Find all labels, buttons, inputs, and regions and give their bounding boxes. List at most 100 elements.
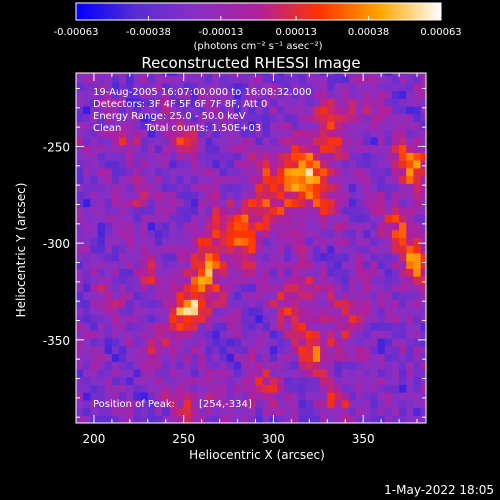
heatmap-cell bbox=[348, 129, 357, 138]
heatmap-cell bbox=[284, 392, 292, 401]
heatmap-cell bbox=[420, 399, 426, 409]
heatmap-cell bbox=[169, 237, 178, 246]
heatmap-cell bbox=[320, 245, 328, 254]
heatmap-cell bbox=[162, 90, 170, 99]
heatmap-cell bbox=[406, 399, 415, 409]
heatmap-cell bbox=[205, 152, 214, 161]
heatmap-cell bbox=[219, 399, 228, 409]
heatmap-cell bbox=[190, 330, 199, 339]
heatmap-cell bbox=[269, 214, 278, 223]
heatmap-cell bbox=[413, 98, 422, 107]
heatmap-cell bbox=[205, 337, 214, 347]
heatmap-cell bbox=[334, 399, 343, 409]
heatmap-cell bbox=[370, 330, 379, 339]
heatmap-cell bbox=[262, 144, 271, 153]
heatmap-cell bbox=[133, 353, 142, 362]
heatmap-cell bbox=[391, 399, 400, 409]
heatmap-cell bbox=[277, 105, 285, 115]
heatmap-cell bbox=[226, 337, 235, 347]
heatmap-cell bbox=[241, 291, 249, 300]
heatmap-cell bbox=[384, 152, 393, 161]
heatmap-cell bbox=[370, 214, 379, 223]
heatmap-cell bbox=[356, 160, 364, 169]
heatmap-cell bbox=[277, 368, 285, 378]
heatmap-cell bbox=[312, 314, 321, 324]
heatmap-cell bbox=[298, 337, 307, 347]
heatmap-cell bbox=[219, 361, 228, 370]
heatmap-cell bbox=[262, 252, 271, 262]
heatmap-cell bbox=[133, 198, 142, 208]
heatmap-cell bbox=[162, 221, 170, 231]
heatmap-cell bbox=[126, 229, 135, 238]
heatmap-cell bbox=[233, 353, 242, 362]
heatmap-cell bbox=[327, 314, 336, 324]
heatmap-cell bbox=[277, 98, 285, 107]
heatmap-cell bbox=[413, 190, 422, 200]
heatmap-cell bbox=[413, 245, 422, 254]
heatmap-cell bbox=[312, 74, 321, 84]
heatmap-cell bbox=[348, 245, 357, 254]
heatmap-cell bbox=[255, 245, 264, 254]
heatmap-cell bbox=[111, 245, 120, 254]
heatmap-cell bbox=[183, 399, 192, 409]
heatmap-cell bbox=[133, 322, 142, 331]
heatmap-cell bbox=[233, 82, 242, 91]
heatmap-cell bbox=[212, 183, 221, 192]
heatmap-cell bbox=[370, 314, 379, 324]
heatmap-cell bbox=[363, 175, 371, 184]
heatmap-cell bbox=[356, 345, 364, 354]
heatmap-cell bbox=[255, 190, 264, 200]
heatmap-cell bbox=[356, 183, 364, 192]
heatmap-cell bbox=[277, 214, 285, 223]
heatmap-cell bbox=[241, 229, 249, 238]
heatmap-cell bbox=[183, 407, 192, 416]
heatmap-cell bbox=[154, 384, 163, 393]
heatmap-cell bbox=[284, 252, 292, 262]
heatmap-cell bbox=[183, 299, 192, 308]
heatmap-cell bbox=[126, 183, 135, 192]
heatmap-cell bbox=[391, 392, 400, 401]
heatmap-cell bbox=[377, 376, 386, 385]
heatmap-cell bbox=[97, 260, 106, 269]
heatmap-cell bbox=[413, 229, 422, 238]
heatmap-cell bbox=[356, 407, 364, 416]
heatmap-cell bbox=[176, 268, 185, 277]
heatmap-cell bbox=[83, 167, 91, 177]
heatmap-cell bbox=[154, 74, 163, 84]
heatmap-cell bbox=[205, 384, 214, 393]
heatmap-cell bbox=[90, 136, 99, 146]
heatmap-cell bbox=[420, 90, 426, 99]
heatmap-cell bbox=[370, 337, 379, 347]
heatmap-cell bbox=[169, 314, 178, 324]
heatmap-cell bbox=[363, 136, 371, 146]
heatmap-cell bbox=[198, 183, 206, 192]
heatmap-cell bbox=[291, 299, 300, 308]
heatmap-cell bbox=[248, 245, 257, 254]
heatmap-cell bbox=[198, 306, 206, 316]
heatmap-cell bbox=[298, 113, 307, 122]
heatmap-cell bbox=[248, 73, 257, 76]
heatmap-cell bbox=[198, 268, 206, 277]
heatmap-cell bbox=[312, 98, 321, 107]
heatmap-cell bbox=[226, 90, 235, 99]
heatmap-cell bbox=[183, 392, 192, 401]
heatmap-cell bbox=[119, 237, 127, 246]
heatmap-cell bbox=[413, 82, 422, 91]
heatmap-cell bbox=[391, 415, 400, 423]
heatmap-cell bbox=[298, 183, 307, 192]
heatmap-cell bbox=[377, 268, 386, 277]
heatmap-cell bbox=[348, 221, 357, 231]
heatmap-cell bbox=[291, 361, 300, 370]
heatmap-cell bbox=[76, 98, 84, 107]
heatmap-cell bbox=[97, 245, 106, 254]
heatmap-cell bbox=[356, 82, 364, 91]
heatmap-cell bbox=[291, 353, 300, 362]
heatmap-cell bbox=[384, 183, 393, 192]
heatmap-cell bbox=[119, 160, 127, 169]
heatmap-cell bbox=[384, 121, 393, 130]
heatmap-cell bbox=[327, 322, 336, 331]
heatmap-cell bbox=[205, 268, 214, 277]
heatmap-cell bbox=[212, 121, 221, 130]
heatmap-cell bbox=[356, 214, 364, 223]
heatmap-cell bbox=[183, 190, 192, 200]
